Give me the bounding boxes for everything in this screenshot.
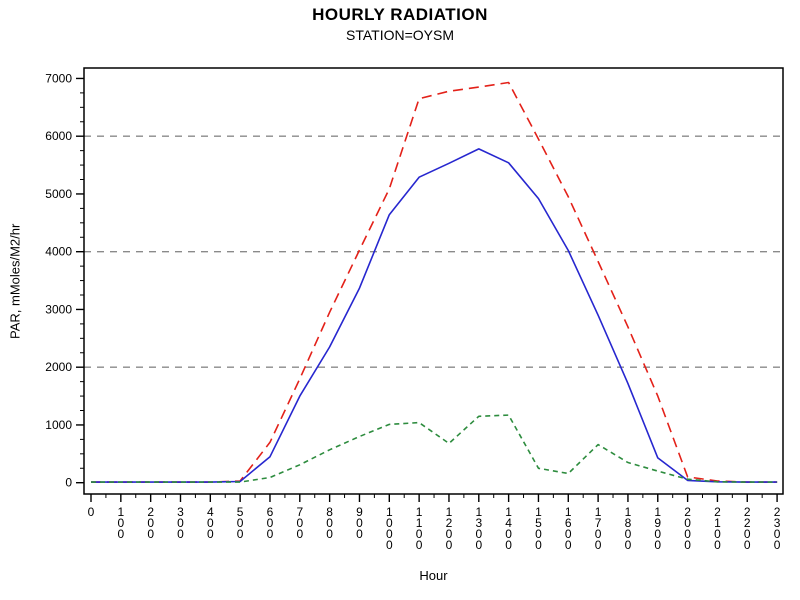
svg-text:7000: 7000 bbox=[45, 71, 72, 85]
svg-text:900: 900 bbox=[356, 505, 363, 541]
x-axis-title: Hour bbox=[419, 568, 448, 583]
svg-text:0: 0 bbox=[88, 505, 95, 519]
series-total-radiation-red-dashed bbox=[91, 81, 778, 483]
plot-frame bbox=[83, 67, 784, 495]
svg-text:0: 0 bbox=[65, 476, 72, 490]
chart-title: HOURLY RADIATION bbox=[312, 5, 488, 24]
y-axis-ticks: 0 1000 2000 3000 4000 5000 6000 7000 bbox=[45, 71, 84, 490]
svg-text:5000: 5000 bbox=[45, 187, 72, 201]
svg-text:400: 400 bbox=[207, 505, 214, 541]
series-diffuse-green-shortdash bbox=[91, 414, 778, 483]
svg-text:6000: 6000 bbox=[45, 129, 72, 143]
svg-text:1000: 1000 bbox=[386, 505, 393, 552]
svg-text:600: 600 bbox=[267, 505, 274, 541]
svg-text:500: 500 bbox=[237, 505, 244, 541]
svg-text:300: 300 bbox=[177, 505, 184, 541]
svg-text:200: 200 bbox=[147, 505, 154, 541]
svg-text:4000: 4000 bbox=[45, 245, 72, 259]
chart-subtitle: STATION=OYSM bbox=[346, 27, 454, 43]
svg-text:1000: 1000 bbox=[45, 418, 72, 432]
svg-text:700: 700 bbox=[296, 505, 303, 541]
x-axis-ticks: 0 1 0 0 2 0 0 3 0 0 4 0 0 5 0 0 6 0 0 7 0 0 8 0 0 9 0 0 1 0 0 0 1 1 0 0 1 2 0 0… bbox=[88, 494, 781, 552]
series-par-blue-solid bbox=[91, 148, 778, 483]
svg-text:100: 100 bbox=[117, 505, 124, 541]
svg-text:3000: 3000 bbox=[45, 302, 72, 316]
svg-text:800: 800 bbox=[326, 505, 333, 541]
svg-text:2000: 2000 bbox=[45, 360, 72, 374]
svg-text:2000: 2000 bbox=[684, 505, 691, 552]
